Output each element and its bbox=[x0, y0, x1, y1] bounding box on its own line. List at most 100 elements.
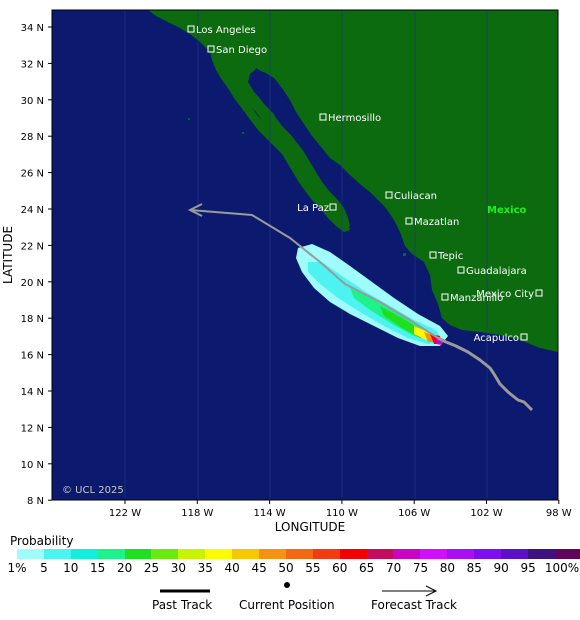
city-marker-icon bbox=[429, 251, 437, 259]
legend-labels: 1% 5 10 15 20 25 30 35 40 45 50 55 60 65 70 75 80 85 90 95 1… bbox=[0, 561, 580, 575]
city-marker-icon bbox=[385, 191, 393, 199]
legend-label: 80 bbox=[439, 561, 456, 575]
legend-swatch bbox=[205, 549, 233, 559]
legend-swatch bbox=[17, 549, 44, 559]
past-track-line bbox=[437, 336, 534, 412]
city-label: Hermosillo bbox=[328, 113, 381, 124]
lon-tick-label: 98 W bbox=[546, 508, 572, 519]
legend-swatch bbox=[554, 549, 580, 559]
map-frame bbox=[51, 9, 559, 501]
lat-tick-label: 16 N bbox=[21, 351, 44, 362]
forecast-arrowhead bbox=[187, 203, 203, 217]
forecast-track-label: Forecast Track bbox=[371, 598, 457, 612]
city-marker-icon bbox=[187, 25, 195, 33]
lon-tick-label: 102 W bbox=[470, 508, 502, 519]
lon-tick-label: 110 W bbox=[326, 508, 358, 519]
legend-swatch bbox=[43, 549, 71, 559]
lat-tick-label: 10 N bbox=[21, 460, 44, 471]
lat-tick-label: 28 N bbox=[21, 132, 44, 143]
city-marker-icon bbox=[207, 45, 215, 53]
island bbox=[188, 118, 190, 120]
legend-label: 85 bbox=[466, 561, 482, 575]
city-label: Guadalajara bbox=[466, 266, 527, 277]
legend-swatch bbox=[339, 549, 367, 559]
mainland bbox=[148, 10, 558, 352]
current-position-label: Current Position bbox=[239, 598, 335, 612]
legend-label: 70 bbox=[385, 561, 402, 575]
legend-label: 1% bbox=[7, 561, 27, 575]
legend-swatch bbox=[474, 549, 502, 559]
city-label: Mexico City bbox=[476, 289, 534, 300]
lat-tick-label: 14 N bbox=[21, 387, 44, 398]
island bbox=[242, 132, 244, 134]
legend-swatch bbox=[232, 549, 260, 559]
lon-tick-label: 122 W bbox=[109, 508, 141, 519]
legend-label: 25 bbox=[143, 561, 160, 575]
legend-label: 100% bbox=[544, 561, 580, 575]
city-marker-icon bbox=[520, 333, 528, 341]
legend-swatch bbox=[259, 549, 286, 559]
legend-swatch bbox=[447, 549, 475, 559]
legend-label: 10 bbox=[63, 561, 79, 575]
city-label: Los Angeles bbox=[196, 25, 256, 36]
city-marker-icon bbox=[535, 289, 543, 297]
legend-label: 30 bbox=[170, 561, 187, 575]
legend-swatch bbox=[501, 549, 528, 559]
city-label: La Paz bbox=[297, 203, 329, 214]
legend-swatch bbox=[178, 549, 206, 559]
city-label: Manzanillo bbox=[450, 293, 503, 304]
legend-swatch bbox=[393, 549, 421, 559]
city-label: Tepic bbox=[437, 251, 463, 262]
legend-label: 50 bbox=[278, 561, 294, 575]
city-label: Mazatlan bbox=[414, 217, 459, 228]
latitude-ticks: 34 N 32 N 30 N 28 N 26 N 24 N 22 N 20 N 18 N 16 N… bbox=[21, 23, 52, 507]
legend-label: 40 bbox=[224, 561, 240, 575]
city-markers: Los Angeles San Diego Hermosillo Culiacan La… bbox=[187, 25, 543, 344]
city-label: Acapulco bbox=[474, 333, 519, 344]
legend-label: 65 bbox=[359, 561, 375, 575]
legend-label: 15 bbox=[90, 561, 106, 575]
city-label: Culiacan bbox=[394, 191, 437, 202]
baja-peninsula bbox=[210, 52, 350, 232]
island bbox=[403, 253, 406, 256]
past-track-label: Past Track bbox=[152, 598, 213, 612]
credit-text: © UCL 2025 bbox=[62, 485, 124, 496]
city-marker-icon bbox=[329, 203, 337, 211]
lon-tick-label: 106 W bbox=[398, 508, 430, 519]
legend-label: 75 bbox=[412, 561, 429, 575]
legend-swatch bbox=[97, 549, 125, 559]
legend-label: 20 bbox=[116, 561, 133, 575]
lat-tick-label: 20 N bbox=[21, 278, 44, 289]
legend-label: 45 bbox=[251, 561, 267, 575]
forecast-track-line bbox=[189, 209, 439, 339]
legend-swatch bbox=[420, 549, 448, 559]
legend-swatch bbox=[70, 549, 98, 559]
city-marker-icon bbox=[319, 113, 327, 121]
city-marker-icon bbox=[405, 217, 413, 225]
city-label: San Diego bbox=[216, 45, 267, 56]
legend-label: 35 bbox=[197, 561, 213, 575]
current-position-symbol bbox=[284, 582, 290, 588]
legend-label: 90 bbox=[493, 561, 509, 575]
gulf-of-california bbox=[252, 68, 362, 206]
legend-swatch bbox=[124, 549, 152, 559]
legend-label: 95 bbox=[520, 561, 536, 575]
legend-swatch bbox=[285, 549, 313, 559]
legend-label: 60 bbox=[332, 561, 348, 575]
lat-tick-label: 12 N bbox=[21, 423, 44, 434]
city-marker-icon bbox=[457, 266, 465, 274]
lat-tick-label: 8 N bbox=[27, 496, 44, 507]
lat-tick-label: 34 N bbox=[21, 23, 44, 34]
legend-color-bar bbox=[17, 549, 580, 559]
legend-swatch bbox=[527, 549, 555, 559]
graticule bbox=[124, 10, 488, 500]
track-key: Past Track Current Position Forecast Tra… bbox=[0, 580, 580, 620]
legend-swatch bbox=[151, 549, 179, 559]
lat-tick-label: 26 N bbox=[21, 169, 44, 180]
longitude-ticks: 122 W 118 W 114 W 110 W 106 W 102 W 98 W bbox=[109, 500, 572, 519]
lat-tick-label: 32 N bbox=[21, 59, 44, 70]
legend-title: Probability bbox=[10, 534, 74, 548]
lat-tick-label: 24 N bbox=[21, 205, 44, 216]
lat-tick-label: 18 N bbox=[21, 314, 44, 325]
